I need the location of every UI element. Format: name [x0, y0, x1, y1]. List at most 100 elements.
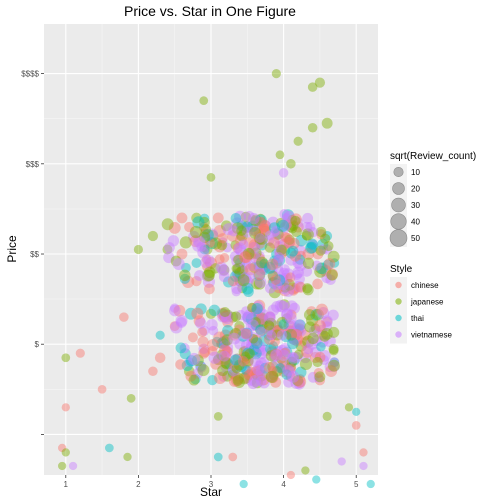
grid: [44, 24, 378, 475]
point-japanese: [315, 262, 327, 275]
point-chinese: [279, 284, 291, 297]
point-vietnamese: [282, 268, 295, 281]
point-vietnamese: [219, 335, 231, 347]
point-thai: [230, 354, 241, 366]
point-japanese: [234, 320, 245, 332]
point-chinese: [314, 351, 326, 363]
point-japanese: [301, 228, 314, 241]
point-chinese: [213, 224, 226, 237]
point-japanese: [250, 216, 261, 227]
point-thai: [273, 254, 286, 267]
point-japanese: [205, 308, 217, 319]
point-chinese: [198, 222, 209, 232]
point-vietnamese: [217, 264, 230, 277]
point-vietnamese: [270, 349, 282, 362]
point-japanese: [61, 448, 70, 457]
x-tick-label: 4: [281, 480, 286, 489]
point-chinese: [273, 281, 285, 294]
point-vietnamese: [240, 262, 251, 274]
point-vietnamese: [203, 254, 215, 267]
point-vietnamese: [220, 312, 234, 325]
point-vietnamese: [273, 252, 285, 263]
point-thai: [192, 216, 205, 229]
point-vietnamese: [195, 361, 207, 373]
point-chinese: [75, 348, 85, 358]
point-japanese: [302, 283, 313, 294]
point-japanese: [314, 265, 327, 278]
point-vietnamese: [303, 343, 314, 355]
point-vietnamese: [280, 218, 292, 231]
point-thai: [236, 220, 248, 232]
point-japanese: [218, 264, 230, 276]
point-vietnamese: [325, 274, 336, 286]
point-thai: [241, 221, 253, 233]
point-vietnamese: [310, 346, 322, 359]
point-vietnamese: [272, 255, 284, 267]
point-thai: [258, 334, 270, 347]
point-japanese: [183, 365, 195, 377]
point-vietnamese: [253, 312, 266, 325]
point-vietnamese: [274, 234, 284, 245]
point-vietnamese: [283, 210, 296, 223]
point-chinese: [230, 374, 243, 387]
point-chinese: [285, 272, 296, 283]
point-thai: [241, 347, 254, 360]
point-vietnamese: [245, 320, 258, 332]
point-vietnamese: [307, 226, 319, 238]
point-japanese: [276, 244, 287, 256]
point-vietnamese: [248, 212, 260, 225]
point-vietnamese: [306, 337, 319, 350]
point-thai: [275, 363, 286, 373]
point-vietnamese: [193, 235, 206, 248]
point-vietnamese: [291, 322, 302, 333]
point-vietnamese: [233, 242, 246, 255]
point-chinese: [294, 323, 306, 335]
point-chinese: [169, 321, 180, 332]
point-thai: [269, 255, 280, 266]
point-thai: [273, 274, 286, 287]
point-chinese: [176, 212, 188, 224]
point-vietnamese: [292, 217, 304, 228]
point-chinese: [267, 372, 279, 384]
point-vietnamese: [254, 263, 267, 276]
point-chinese: [182, 275, 195, 288]
point-thai: [243, 286, 254, 298]
point-vietnamese: [276, 329, 288, 341]
point-vietnamese: [252, 301, 264, 313]
point-vietnamese: [293, 319, 305, 332]
point-chinese: [197, 327, 208, 338]
point-vietnamese: [200, 256, 212, 269]
point-chinese: [241, 356, 254, 369]
point-thai: [268, 277, 281, 289]
point-chinese: [272, 325, 285, 337]
point-vietnamese: [217, 312, 228, 323]
point-chinese: [280, 232, 291, 243]
point-thai: [230, 270, 242, 282]
point-japanese: [299, 357, 313, 371]
point-thai: [305, 241, 318, 254]
point-chinese: [286, 282, 299, 295]
size-legend-label: 10: [411, 168, 420, 177]
size-legend-label: 50: [411, 234, 420, 243]
point-japanese: [236, 225, 247, 236]
point-chinese: [283, 325, 296, 338]
point-vietnamese: [337, 457, 346, 466]
point-chinese: [310, 351, 322, 363]
point-thai: [239, 479, 248, 489]
point-vietnamese: [254, 276, 267, 288]
point-vietnamese: [170, 321, 183, 334]
point-japanese: [216, 338, 227, 349]
point-vietnamese: [255, 347, 268, 360]
point-japanese: [235, 231, 246, 242]
point-vietnamese: [220, 361, 231, 372]
point-japanese: [250, 316, 261, 328]
point-japanese: [252, 316, 265, 329]
point-japanese: [276, 354, 286, 364]
point-japanese: [271, 329, 283, 341]
point-vietnamese: [192, 240, 204, 252]
point-chinese: [283, 320, 296, 333]
y-tick-label: $$: [30, 250, 39, 259]
point-japanese: [275, 217, 286, 228]
point-japanese: [206, 172, 216, 182]
point-chinese: [250, 334, 262, 346]
